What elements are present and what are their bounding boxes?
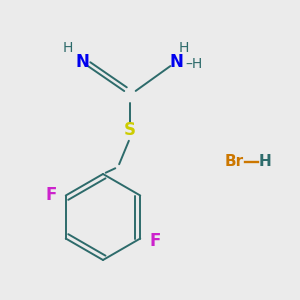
Text: H: H	[179, 41, 189, 55]
Text: S: S	[124, 121, 136, 139]
Text: –H: –H	[185, 57, 203, 71]
Text: N: N	[169, 53, 183, 71]
Text: H: H	[259, 154, 272, 169]
Text: F: F	[150, 232, 161, 250]
Text: F: F	[45, 187, 56, 205]
Text: H: H	[63, 41, 73, 55]
Text: Br: Br	[225, 154, 244, 169]
Text: N: N	[75, 53, 89, 71]
